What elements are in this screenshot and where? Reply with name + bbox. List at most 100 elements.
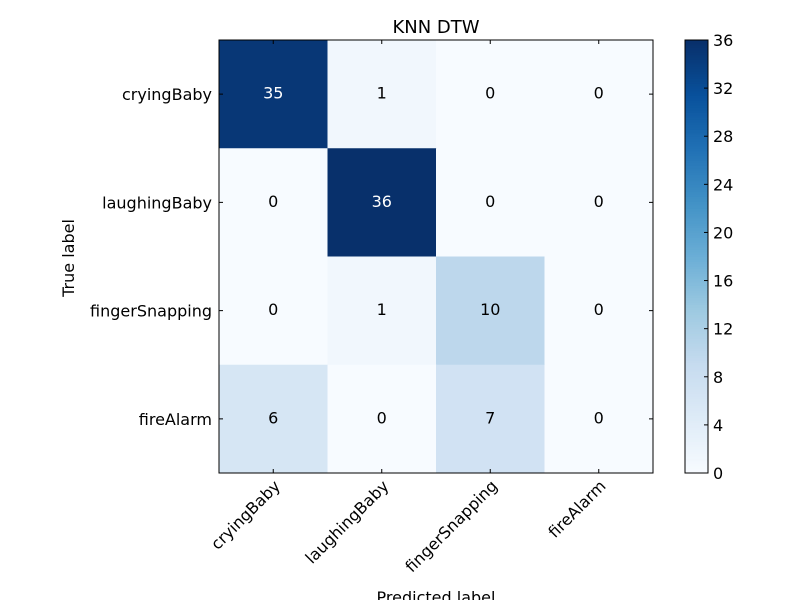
colorbar-segment (685, 73, 708, 77)
colorbar-segment (685, 307, 708, 311)
colorbar-segment (685, 333, 708, 337)
colorbar-segment (685, 323, 708, 327)
axis-ticks (219, 40, 653, 473)
colorbar-segment (685, 420, 708, 424)
cell-value-label: 0 (594, 408, 604, 427)
colorbar-segment (685, 160, 708, 164)
colorbar-segment (685, 193, 708, 197)
colorbar-segment (685, 145, 708, 149)
colorbar-segment (685, 441, 708, 445)
x-tick-labels: cryingBaby laughingBaby fingerSnapping fire… (207, 476, 610, 576)
colorbar-segment (685, 424, 708, 428)
colorbar-segment (685, 278, 708, 282)
colorbar-segment (685, 287, 708, 291)
colorbar-segment (685, 213, 708, 217)
colorbar-segment (685, 251, 708, 255)
colorbar-segment (685, 191, 708, 195)
colorbar-segment (685, 220, 708, 224)
colorbar-segment (685, 126, 708, 130)
colorbar-segment (685, 412, 708, 416)
colorbar-segment (685, 242, 708, 246)
colorbar-tick-label: 4 (713, 416, 723, 435)
colorbar-segment (685, 398, 708, 402)
colorbar-segment (685, 261, 708, 265)
colorbar-segment (685, 379, 708, 383)
colorbar-segment (685, 136, 708, 140)
colorbar-segment (685, 465, 708, 469)
colorbar-segment (685, 280, 708, 284)
x-axis-label: Predicted label (377, 588, 496, 600)
colorbar-segment (685, 85, 708, 89)
colorbar-segment (685, 388, 708, 392)
colorbar-segment (685, 460, 708, 464)
cell-value-label: 35 (263, 84, 283, 103)
colorbar-segment (685, 141, 708, 145)
colorbar-segment (685, 415, 708, 419)
colorbar-segment (685, 66, 708, 70)
cell-value-label: 0 (268, 300, 278, 319)
colorbar-segment (685, 78, 708, 82)
heatmap-cell (544, 148, 654, 257)
colorbar-segment (685, 364, 708, 368)
colorbar-segment (685, 42, 708, 46)
colorbar-segment (685, 328, 708, 332)
colorbar-segment (685, 331, 708, 335)
colorbar-segment (685, 299, 708, 303)
colorbar-segment (685, 410, 708, 414)
colorbar-segment (685, 76, 708, 80)
colorbar-segment (685, 405, 708, 409)
colorbar-segment (685, 266, 708, 270)
colorbar-segment (685, 177, 708, 181)
heatmap-cell (219, 256, 328, 366)
y-tick-labels: cryingBaby laughingBaby fingerSnapping fire… (90, 85, 212, 429)
colorbar-segment (685, 451, 708, 455)
colorbar-segment (685, 383, 708, 387)
cell-value-label: 1 (377, 300, 387, 319)
colorbar-segment (685, 244, 708, 248)
cell-value-label: 0 (377, 408, 387, 427)
y-tick-label: laughingBaby (102, 193, 212, 212)
colorbar-segment (685, 59, 708, 63)
colorbar-segment (685, 352, 708, 356)
colorbar-segment (685, 237, 708, 241)
heatmap-cell (544, 256, 654, 366)
colorbar-frame (684, 39, 709, 474)
colorbar-tick-label: 20 (713, 223, 733, 242)
cell-value-label: 0 (594, 192, 604, 211)
colorbar-segment (685, 268, 708, 272)
colorbar-segment (685, 181, 708, 185)
colorbar-segment (685, 446, 708, 450)
colorbar-segment (685, 119, 708, 123)
colorbar-segment (685, 458, 708, 462)
colorbar-segment (685, 345, 708, 349)
colorbar-segment (685, 340, 708, 344)
colorbar-segment (685, 44, 708, 48)
colorbar-segment (685, 203, 708, 207)
colorbar-segment (685, 314, 708, 318)
colorbar-segment (685, 68, 708, 72)
colorbar-segment (685, 429, 708, 433)
colorbar-segment (685, 186, 708, 190)
colorbar-tick-label: 16 (713, 272, 733, 291)
colorbar-segment (685, 290, 708, 294)
heatmap-cell (436, 256, 545, 366)
colorbar-segment (685, 104, 708, 108)
colorbar-segment (685, 448, 708, 452)
heatmap-cell (436, 40, 545, 149)
colorbar-segment (685, 316, 708, 320)
y-tick-label: fireAlarm (139, 410, 212, 429)
colorbar-segment (685, 162, 708, 166)
colorbar-segment (685, 198, 708, 202)
colorbar-segment (685, 355, 708, 359)
colorbar-segment (685, 61, 708, 65)
colorbar-segment (685, 468, 708, 472)
heatmap-cell (219, 148, 328, 257)
colorbar-segment (685, 254, 708, 258)
y-tick-label: fingerSnapping (90, 302, 212, 321)
colorbar-segment (685, 165, 708, 169)
colorbar-segment (685, 371, 708, 375)
colorbar-segment (685, 263, 708, 267)
colorbar-segment (685, 292, 708, 296)
colorbar-segment (685, 64, 708, 68)
